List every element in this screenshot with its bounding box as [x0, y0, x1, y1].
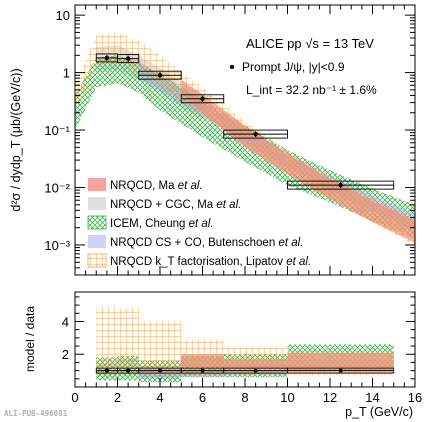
x-tick-label: 0 — [71, 390, 78, 405]
x-tick-label: 12 — [323, 390, 337, 405]
data-point-5 — [338, 182, 343, 188]
data-point-2 — [157, 73, 163, 78]
ratio-band-4-bin-0 — [96, 306, 118, 374]
x-tick-label: 8 — [241, 390, 248, 405]
x-tick-label: 6 — [199, 390, 206, 405]
legend-swatch-4 — [87, 253, 107, 268]
legend-label-0: NRQCD, Ma et al. — [110, 180, 203, 192]
ratio-points — [95, 367, 395, 374]
legend-swatch-1 — [88, 197, 106, 210]
y-tick-label: 1 — [63, 66, 70, 81]
y-axis-label-bottom: model / data — [23, 306, 37, 372]
ratio-point-2 — [158, 368, 162, 373]
ratio-band-4-bin-2 — [138, 321, 182, 376]
top-bands — [75, 32, 415, 246]
annotation: ALICE pp √s = 13 TeV Prompt J/ψ, |y|<0.9… — [230, 36, 377, 97]
x-tick-label: 4 — [156, 390, 163, 405]
x-tick-label: 14 — [365, 390, 379, 405]
legend-label-4: NRQCD k_T factorisation, Lipatov et al. — [110, 256, 311, 268]
watermark: ALI-PUB-496081 — [4, 409, 68, 418]
x-tick-label: 10 — [280, 390, 294, 405]
data-point-4 — [253, 131, 258, 137]
legend-swatch-0 — [88, 178, 106, 191]
y-tick-label: 10 — [56, 8, 70, 23]
legend-label-1: NRQCD + CGC, Ma et al. — [110, 199, 241, 211]
y-tick-label: 10⁻² — [44, 180, 70, 195]
legend-swatch-2 — [87, 215, 107, 230]
annotation-marker — [230, 65, 234, 69]
data-point-1 — [125, 56, 131, 61]
ratio-point-1 — [126, 368, 131, 373]
ratio-y-tick-label: 4 — [62, 314, 69, 329]
bottom-axes: 2 4 0 2 4 6 8 10 12 14 16 — [62, 296, 422, 405]
x-tick-label: 16 — [408, 390, 422, 405]
ratio-band-4-bin-1 — [117, 308, 139, 373]
top-axes: 10⁻³ 10⁻² 10⁻¹ 1 10 — [44, 5, 416, 276]
legend-label-2: ICEM, Cheung et al. — [110, 218, 214, 230]
band-4 — [75, 32, 415, 246]
ratio-point-3 — [200, 368, 205, 373]
x-tick-label: 2 — [114, 390, 121, 405]
data-point-3 — [200, 96, 205, 101]
legend-swatch-3 — [88, 235, 106, 248]
ratio-point-0 — [104, 368, 109, 373]
data-points — [95, 53, 395, 190]
y-axis-label-top: d²σ / dydp_T (μb/(GeV/c)) — [9, 68, 23, 211]
y-tick-label: 10⁻¹ — [44, 123, 70, 138]
ratio-point-4 — [253, 368, 258, 373]
data-point-0 — [104, 55, 110, 61]
legend: NRQCD, Ma et al. NRQCD + CGC, Ma et al. IC… — [87, 178, 311, 268]
annotation-line1: ALICE pp √s = 13 TeV — [246, 36, 374, 51]
legend-label-3: NRQCD CS + CO, Butenschoen et al. — [110, 237, 303, 249]
x-axis-label: p_T (GeV/c) — [345, 405, 413, 419]
annotation-line3: L_int = 32.2 nb⁻¹ ± 1.6% — [246, 83, 377, 97]
y-tick-label: 10⁻³ — [44, 238, 70, 253]
ratio-y-tick-label: 2 — [62, 347, 69, 362]
ratio-point-5 — [338, 368, 343, 373]
annotation-line2: Prompt J/ψ, |y|<0.9 — [242, 60, 345, 74]
